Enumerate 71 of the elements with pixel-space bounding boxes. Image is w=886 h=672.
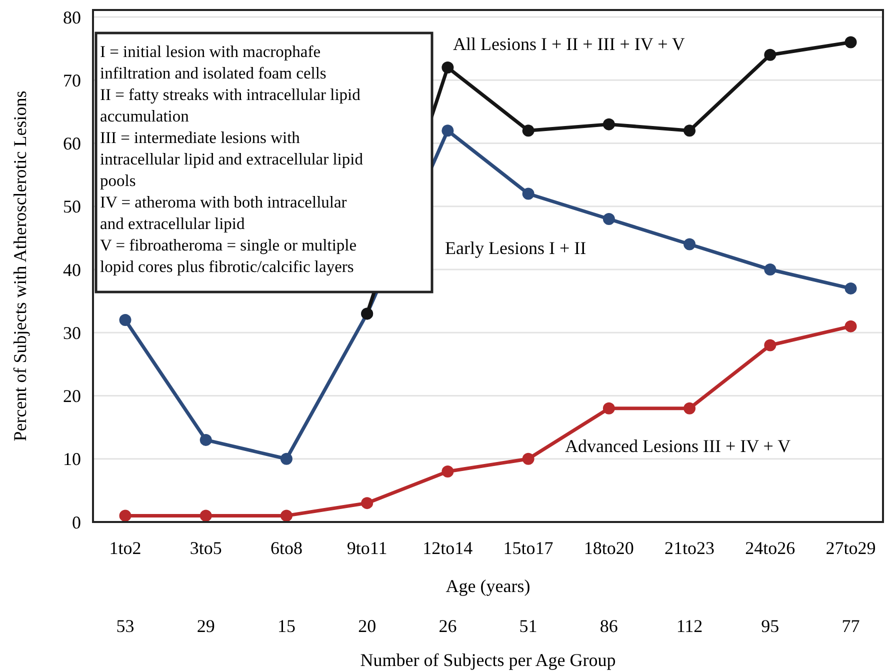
x-tick-label: 24to26 — [745, 538, 796, 558]
point — [844, 36, 857, 48]
text: 29 — [196, 616, 215, 636]
point — [684, 124, 696, 137]
text: 15 — [277, 616, 296, 636]
point — [684, 402, 696, 414]
x-tick-label: 12to14 — [422, 538, 473, 558]
y-axis-title: Percent of Subjects with Atherosclerotic Lesions — [10, 90, 30, 442]
text: Number of Subjects per Age Group — [360, 650, 616, 670]
annotation: IV = atheroma with both intracellular — [100, 192, 348, 212]
annotation: pools — [100, 171, 136, 190]
y-tick-label: 10 — [63, 449, 81, 470]
point — [442, 466, 454, 478]
point — [844, 282, 857, 294]
series-label: All Lesions I + II + III + IV + V — [453, 34, 685, 54]
y-tick-label: 20 — [63, 386, 81, 406]
annotation: V = fibroatheroma = single or multiple — [100, 236, 357, 254]
point — [442, 62, 454, 74]
point — [119, 314, 132, 326]
annotation: II = fatty streaks with intracellular lipid — [100, 85, 362, 104]
point — [522, 188, 534, 200]
x-tick-label: 18to20 — [584, 538, 634, 558]
point — [764, 339, 776, 352]
point — [602, 402, 615, 414]
y-tick-label: 0 — [72, 512, 81, 532]
point — [602, 213, 615, 225]
annotation: intracellular lipid and extracellular lipid — [100, 150, 364, 168]
y-tick-label: 40 — [63, 260, 81, 280]
x-tick-label: 6to8 — [270, 538, 302, 558]
annotation: infiltration and isolated foam cells — [100, 64, 326, 82]
annotation: I = initial lesion with macrophafe — [100, 42, 321, 61]
point — [119, 510, 132, 522]
text: 77 — [842, 616, 860, 636]
text: 95 — [761, 616, 780, 636]
point — [764, 264, 776, 276]
point — [200, 434, 212, 446]
annotation: accumulation — [100, 106, 189, 126]
x-tick-label: 9to11 — [346, 538, 388, 558]
series-label: Advanced Lesions III + IV + V — [565, 436, 791, 456]
y-tick-label: 70 — [63, 70, 81, 90]
point — [764, 48, 776, 61]
text: 26 — [438, 616, 457, 636]
point — [361, 497, 374, 510]
x-tick-label: 15to17 — [503, 538, 554, 558]
text: 112 — [676, 616, 703, 636]
x-axis-title: Age (years) — [446, 576, 530, 596]
x-tick-label: 21to23 — [664, 538, 715, 558]
point — [522, 124, 534, 137]
text: 53 — [116, 616, 134, 636]
text: 20 — [358, 616, 376, 636]
series-label: Early Lesions I + II — [445, 238, 586, 258]
point — [844, 320, 857, 332]
point — [280, 452, 292, 465]
x-tick-label: 27to29 — [826, 538, 876, 558]
point — [684, 238, 696, 250]
point — [602, 118, 615, 130]
text: 51 — [519, 616, 538, 636]
y-tick-label: 80 — [63, 7, 81, 28]
point — [280, 510, 292, 522]
x-tick-label: 1to2 — [109, 538, 142, 558]
y-tick-label: 60 — [63, 134, 81, 154]
point — [442, 124, 454, 137]
y-tick-label: 50 — [63, 196, 81, 217]
point — [522, 452, 534, 465]
annotation: lopid cores plus fibrotic/calcific layers — [100, 257, 354, 276]
x-tick-label: 3to5 — [190, 538, 222, 558]
y-tick-label: 30 — [63, 322, 81, 343]
text: 86 — [600, 616, 618, 636]
annotation: and extracellular lipid — [100, 214, 246, 233]
annotation: III = intermediate lesions with — [100, 128, 301, 147]
point — [200, 510, 212, 522]
